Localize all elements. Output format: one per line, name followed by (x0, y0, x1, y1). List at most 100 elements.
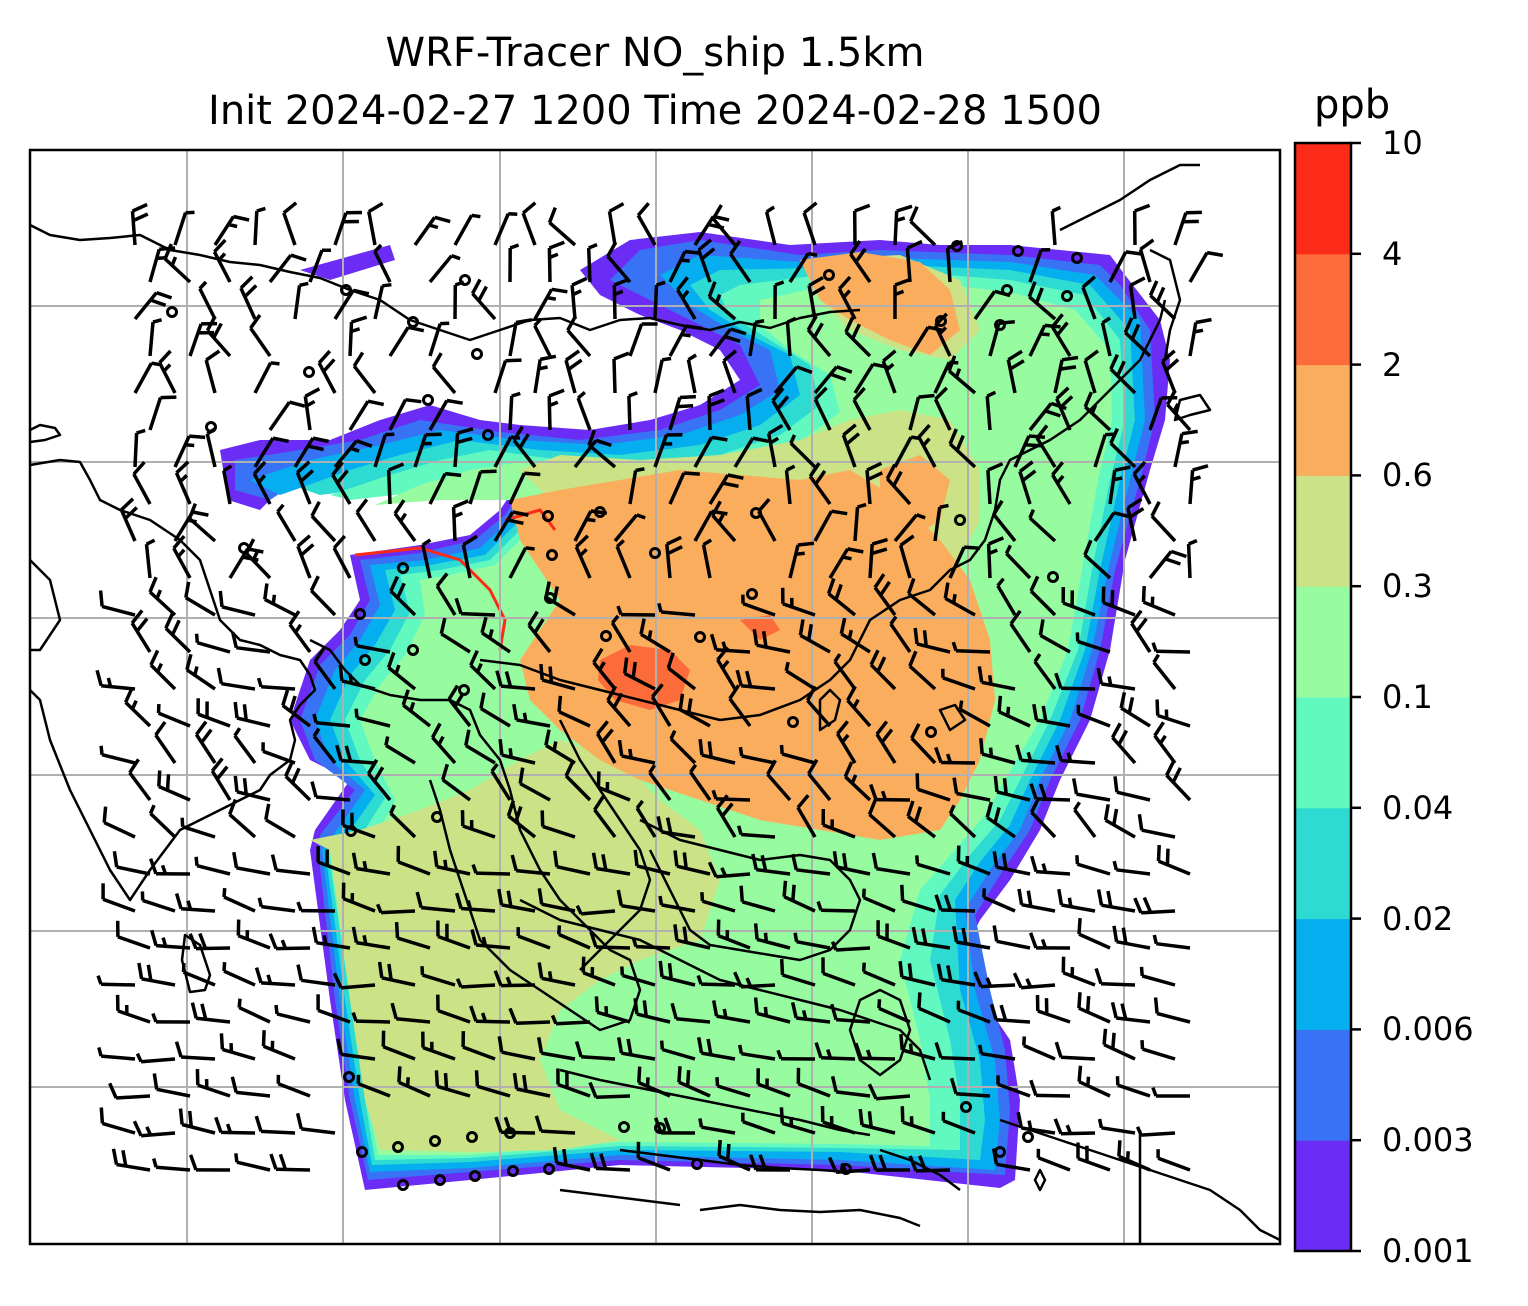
wind-barb-staff (188, 323, 203, 357)
wind-barb-staff (431, 365, 457, 395)
wind-barb-staff (865, 469, 872, 505)
wind-barb-staff (1109, 441, 1137, 469)
wind-barb-staff (315, 795, 351, 802)
wind-barb-staff (204, 359, 217, 394)
wind-barb-staff (303, 396, 312, 431)
calm-wind-circle (340, 284, 352, 296)
wind-barb-feather (1053, 1118, 1063, 1135)
wind-barb-staff (1055, 398, 1072, 431)
wind-barb-staff (650, 695, 672, 727)
wind-barb-staff (340, 758, 376, 765)
wind-barb-feather (1041, 863, 1048, 873)
wind-barb-staff (948, 442, 977, 469)
wind-barb-staff (1116, 790, 1151, 802)
wind-barb-feather (152, 1073, 159, 1090)
wind-barb-feather (548, 388, 565, 398)
wind-barb-feather (973, 971, 983, 988)
wind-barb-feather (592, 647, 604, 664)
wind-barb-staff (239, 287, 257, 320)
wind-barb-feather (844, 316, 855, 333)
wind-barb-staff (508, 322, 518, 357)
wind-barb-staff (436, 1084, 471, 1098)
wind-barb-feather (234, 1153, 239, 1163)
wind-barb-staff (501, 753, 536, 765)
wind-barb-feather (707, 861, 718, 878)
wind-barb-feather (816, 901, 823, 911)
wind-barb-feather (455, 892, 463, 909)
wind-barb-feather (1096, 889, 1104, 906)
wind-barb-staff (197, 712, 231, 728)
wind-barb-staff (771, 399, 792, 431)
wind-barb-feather (396, 582, 406, 599)
calm-wind-circle (1047, 571, 1059, 583)
wind-barb-staff (697, 249, 712, 283)
wind-barb-staff (356, 716, 391, 728)
map-frame (28, 148, 1282, 1246)
wind-barb-staff (512, 439, 537, 469)
wind-barb-feather (230, 631, 239, 649)
wind-barb-feather (268, 933, 278, 950)
wind-barb-feather (99, 1107, 105, 1124)
wind-barb-staff (173, 435, 191, 468)
wind-barb-feather (1164, 358, 1180, 372)
wind-barb-feather (322, 934, 328, 945)
wind-barb-staff (533, 288, 554, 320)
wind-barb-feather (481, 936, 488, 947)
wind-barb-feather (707, 741, 713, 758)
wind-barb-feather (310, 781, 318, 798)
wind-barb-staff (389, 589, 417, 617)
wind-barb-feather (253, 460, 267, 475)
wind-barb-feather (1061, 355, 1079, 362)
wind-barb-staff (440, 632, 471, 654)
wind-barb-feather (745, 977, 753, 988)
wind-barb-staff (1060, 1131, 1096, 1136)
wind-barb-staff (221, 1047, 256, 1061)
wind-barb-staff (612, 358, 617, 394)
wind-barb-staff (1018, 470, 1032, 505)
wind-barb-feather (977, 666, 984, 683)
wind-barb-staff (715, 806, 737, 838)
wind-barb-feather (278, 1153, 288, 1171)
wind-barbs (95, 201, 1224, 1174)
wind-barb-feather (1164, 557, 1181, 566)
wind-barb-feather (387, 963, 393, 981)
wind-barb-feather (1128, 507, 1145, 519)
wind-barb-feather (682, 926, 688, 943)
calm-wind-circle (354, 608, 366, 620)
wind-barb-staff (388, 326, 410, 357)
wind-barb-feather (362, 934, 368, 945)
wind-barb-feather (696, 1036, 704, 1054)
wind-barb-feather (779, 1107, 785, 1124)
wind-barb-staff (236, 716, 271, 728)
wind-barb-feather (1117, 1140, 1122, 1157)
wind-barb-feather (852, 698, 860, 709)
wind-barb-staff (908, 664, 937, 691)
wind-barb-staff (140, 1131, 176, 1138)
wind-barb-staff (689, 771, 712, 802)
wind-barb-staff (607, 211, 617, 246)
wind-barb-staff (722, 360, 737, 394)
wind-barb-feather (717, 513, 725, 524)
wind-barb-staff (181, 1122, 216, 1135)
wind-barb-feather (1086, 1076, 1091, 1086)
wind-barb-feather (826, 1049, 833, 1059)
wind-barb-feather (1112, 808, 1119, 826)
wind-barb-staff (861, 1123, 896, 1135)
wind-barb-staff (836, 865, 871, 876)
wind-barb-staff (332, 547, 352, 579)
wind-barb-staff (428, 472, 447, 505)
wind-barb-feather (151, 1012, 158, 1023)
calm-wind-circle (458, 684, 470, 696)
wind-barb-staff (813, 398, 832, 431)
wind-barb-feather (1206, 250, 1224, 258)
wind-barb-feather (1001, 853, 1008, 870)
wind-barb-feather (1111, 1032, 1116, 1049)
wind-barb-staff (986, 469, 992, 505)
wind-barb-feather (875, 720, 889, 736)
wind-barb-feather (366, 759, 379, 775)
wind-barb-staff (869, 663, 897, 691)
wind-barb-feather (648, 764, 657, 774)
wind-barb-staff (500, 684, 536, 691)
wind-barb-feather (552, 850, 559, 867)
colorbar-block (1295, 253, 1351, 366)
